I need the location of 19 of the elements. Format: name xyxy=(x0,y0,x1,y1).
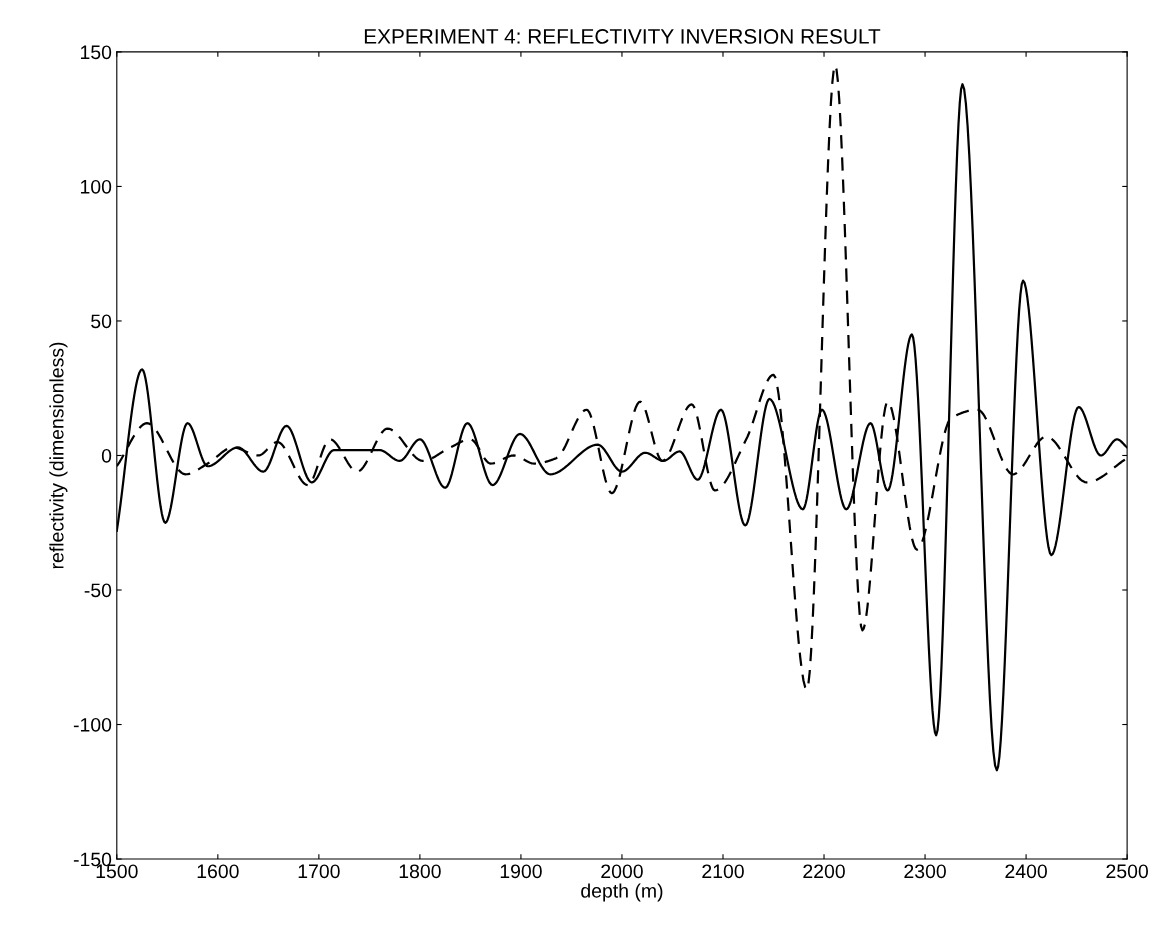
x-tick-label: 2000 xyxy=(601,864,643,879)
y-tick-label: -50 xyxy=(84,583,112,598)
y-tick-label: 50 xyxy=(91,314,112,329)
y-tick-label: 100 xyxy=(80,179,112,194)
x-tick-label: 2200 xyxy=(803,864,845,879)
x-tick-label: 2100 xyxy=(702,864,744,879)
x-tick-label: 2400 xyxy=(1005,864,1047,879)
y-axis-title: reflectivity (dimensionless) xyxy=(49,342,68,569)
x-tick-label: 1800 xyxy=(399,864,441,879)
y-tick-label: 0 xyxy=(101,448,112,463)
y-tick-label: 150 xyxy=(80,45,112,60)
x-tick-label: 1700 xyxy=(298,864,340,879)
y-tick-label: -100 xyxy=(73,717,112,732)
x-axis-title: depth (m) xyxy=(581,883,663,902)
x-tick-label: 2300 xyxy=(904,864,946,879)
x-tick-label: 1600 xyxy=(197,864,239,879)
x-tick-label: 2500 xyxy=(1106,864,1148,879)
x-tick-label: 1900 xyxy=(500,864,542,879)
chart-title: EXPERIMENT 4: REFLECTIVITY INVERSION RESULT xyxy=(364,29,881,44)
